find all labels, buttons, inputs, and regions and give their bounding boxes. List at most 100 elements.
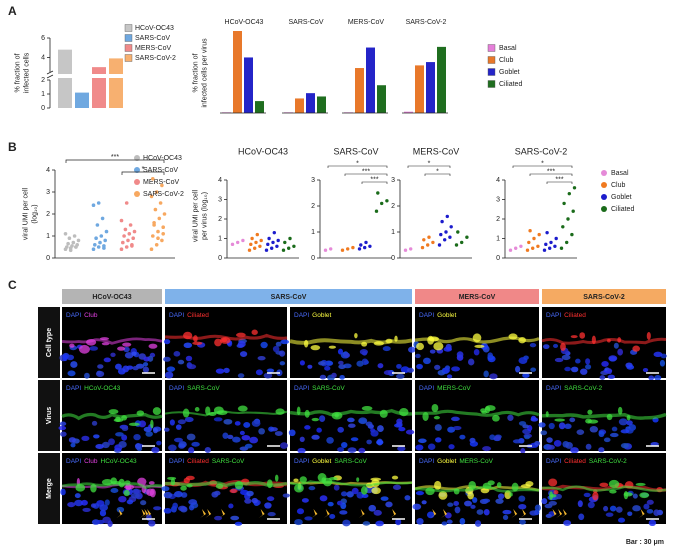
nucleus: [575, 358, 581, 364]
dot: [460, 240, 464, 245]
nucleus: [96, 519, 105, 525]
dot: [409, 247, 413, 251]
dot: [253, 246, 257, 250]
nucleus: [68, 437, 76, 443]
legend-swatch: [124, 54, 133, 62]
nucleus: [472, 497, 478, 503]
nucleus: [358, 419, 367, 424]
dot: [431, 240, 435, 245]
nucleus: [564, 423, 572, 430]
stain-blob: [422, 412, 429, 421]
nucleus: [267, 512, 276, 517]
dot: [422, 238, 426, 242]
bar: [317, 96, 326, 113]
stain-blob: [623, 492, 633, 497]
y-tick-label: 4: [41, 54, 45, 61]
nucleus: [163, 491, 173, 499]
nucleus: [518, 504, 527, 510]
nucleus: [244, 498, 252, 504]
nucleus: [148, 520, 156, 527]
nucleus: [603, 505, 609, 512]
arrowhead: [390, 509, 397, 518]
dot: [160, 183, 164, 188]
nucleus: [89, 346, 99, 351]
nucleus: [405, 429, 415, 435]
stain-band: [289, 480, 413, 487]
significance-bracket: [546, 181, 573, 184]
dot: [96, 201, 101, 205]
cell-label-word: DAPI: [546, 385, 561, 392]
dot: [124, 245, 129, 249]
nucleus: [454, 506, 461, 514]
dot: [374, 209, 379, 213]
y-tick-label: 2: [391, 203, 395, 210]
row-header: [38, 453, 60, 524]
nucleus: [563, 519, 572, 527]
stain-band: [61, 337, 163, 345]
micrograph: DAPI SARS-CoV-2: [538, 380, 667, 454]
stain-blob: [560, 342, 566, 351]
dot: [63, 232, 68, 236]
stain-blob: [101, 342, 110, 346]
dot: [154, 243, 159, 247]
column-header: [165, 289, 412, 304]
nucleus: [534, 504, 541, 512]
stain-blob: [219, 337, 231, 344]
y-axis-label: per virus (log₁₀): [201, 192, 208, 240]
stain-blob: [592, 491, 599, 501]
stain-blob: [428, 336, 440, 342]
nucleus: [442, 367, 450, 374]
nucleus: [62, 354, 68, 362]
micrograph: DAPI Club: [59, 307, 163, 379]
nucleus: [177, 505, 187, 512]
stain-blob: [416, 342, 424, 351]
nucleus: [609, 432, 619, 438]
nucleus: [626, 364, 635, 370]
stain-blob: [266, 479, 273, 489]
dot: [364, 240, 368, 245]
micrograph: DAPI Club HCoV-OC43: [60, 453, 163, 527]
cell-label: DAPI SARS-CoV: [169, 385, 220, 392]
arrowhead: [323, 509, 330, 518]
nucleus: [93, 434, 100, 439]
nucleus: [116, 506, 125, 513]
nucleus: [607, 374, 616, 380]
nucleus: [583, 492, 591, 498]
arrowhead: [358, 509, 365, 518]
stain-blob: [234, 480, 244, 490]
dot: [542, 248, 547, 252]
nucleus: [301, 498, 309, 503]
nucleus: [396, 373, 405, 379]
stain-blob: [599, 482, 609, 488]
nucleus: [626, 420, 633, 426]
nucleus: [294, 519, 303, 526]
dot: [519, 244, 523, 248]
nucleus: [540, 430, 548, 436]
nucleus: [601, 361, 609, 367]
significance-label: ***: [111, 154, 119, 161]
dot: [465, 235, 469, 239]
y-tick-label: 1: [311, 229, 315, 236]
stain-blob: [182, 408, 190, 418]
nucleus: [648, 375, 655, 381]
dot: [119, 247, 124, 251]
nucleus: [356, 360, 364, 367]
dot: [156, 236, 160, 240]
dot: [385, 199, 389, 203]
row-header-label: Cell type: [46, 328, 53, 357]
nucleus: [570, 447, 579, 454]
dot: [103, 238, 107, 243]
nucleus: [605, 512, 614, 517]
stain-blob: [635, 482, 646, 486]
y-axis-label: viral UMI per cell: [192, 189, 199, 242]
y-tick-label: 3: [46, 189, 50, 196]
dot: [123, 227, 128, 232]
nucleus: [132, 366, 139, 371]
stain-blob: [167, 476, 177, 480]
nucleus: [558, 422, 566, 430]
nucleus: [446, 519, 453, 524]
nucleus: [398, 426, 406, 432]
stain-blob: [433, 415, 440, 420]
stain-blob: [128, 422, 140, 427]
nucleus: [183, 342, 193, 349]
